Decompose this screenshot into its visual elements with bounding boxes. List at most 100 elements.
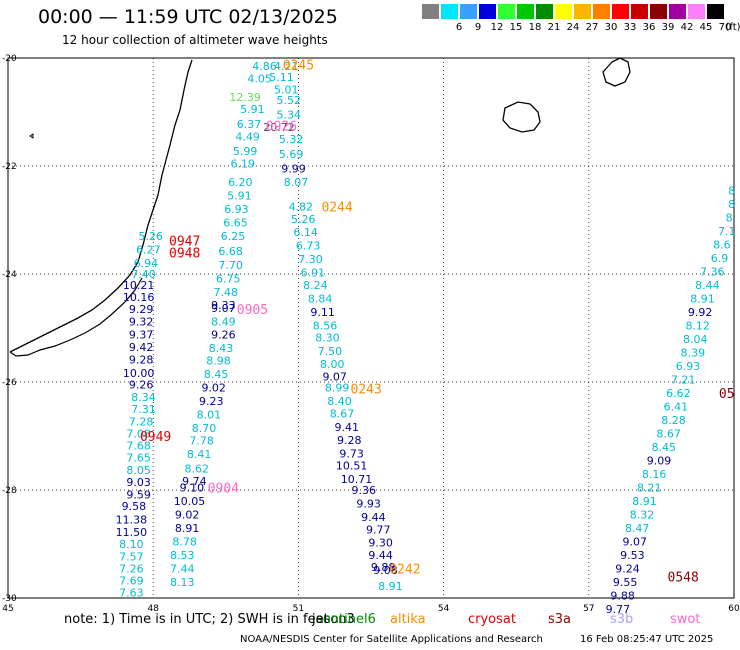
wave-height-value: 8.67 bbox=[330, 407, 355, 420]
color-scale-label: 24 bbox=[566, 22, 580, 33]
wave-height-value: 7.44 bbox=[170, 562, 195, 575]
wave-height-value: 9.24 bbox=[615, 562, 640, 575]
wave-height-value: 8.30 bbox=[315, 332, 340, 345]
wave-height-value: 9.28 bbox=[337, 434, 362, 447]
wave-height-value: 5.52 bbox=[276, 94, 301, 107]
satellite-label: swot bbox=[670, 612, 701, 627]
wave-height-value: 8.32 bbox=[630, 508, 655, 521]
color-scale-label: 6 bbox=[455, 22, 463, 33]
wave-height-value: 6.93 bbox=[224, 203, 249, 216]
wave-height-value: 8.45 bbox=[204, 368, 229, 381]
axis-labels: 45 48 51 54 57 60 -20 -22 -24 -26 -28 -30 bbox=[2, 54, 740, 614]
wave-height-value: 8.24 bbox=[303, 279, 328, 292]
wave-height-value: 6.9 bbox=[711, 252, 729, 265]
madagascar-coast bbox=[9, 59, 193, 353]
map-grid bbox=[7, 57, 735, 599]
wave-height-value: 6.62 bbox=[666, 387, 691, 400]
lon-tick-label: 48 bbox=[147, 604, 159, 614]
wave-height-value: 7.21 bbox=[671, 373, 696, 386]
wave-height-value: 20.72 bbox=[263, 121, 295, 134]
wave-height-value: 10.21 bbox=[123, 279, 155, 292]
madagascar-tip bbox=[9, 277, 143, 357]
wave-height-value: 9.28 bbox=[129, 353, 154, 366]
lat-tick-label: -22 bbox=[2, 162, 17, 172]
wave-height-value: 9.37 bbox=[129, 328, 154, 341]
wave-height-value: 6.73 bbox=[296, 239, 321, 252]
wave-height-value: 8.01 bbox=[197, 408, 222, 421]
wave-height-value: 8.56 bbox=[313, 319, 338, 332]
color-swatch bbox=[631, 4, 648, 19]
wave-height-value: 9.23 bbox=[199, 395, 224, 408]
wave-height-value: 5.26 bbox=[291, 213, 316, 226]
wave-height-value: 9.26 bbox=[211, 328, 236, 341]
wave-height-value: 7.28 bbox=[129, 415, 154, 428]
color-scale-label: 39 bbox=[661, 22, 675, 33]
land-outlines bbox=[9, 57, 631, 357]
pass-time-label: 05 bbox=[719, 387, 735, 402]
map-subtitle: 12 hour collection of altimeter wave hei… bbox=[62, 33, 328, 47]
wave-height-value: 9.03 bbox=[126, 476, 151, 489]
small-islet bbox=[29, 133, 34, 139]
wave-height-value: 9.10 bbox=[180, 481, 205, 494]
wave-height-value: 5.91 bbox=[240, 103, 265, 116]
wave-height-value: 8 bbox=[728, 198, 735, 211]
wave-height-value: 9.07 bbox=[623, 535, 648, 548]
wave-height-value: 9.08 bbox=[373, 564, 398, 577]
wave-height-value: 8.6 bbox=[713, 238, 731, 251]
wave-height-value: 9.74 bbox=[182, 475, 207, 488]
color-scale-label: 33 bbox=[623, 22, 637, 33]
wave-height-value: 9.09 bbox=[647, 454, 672, 467]
wave-height-value: 8.91 bbox=[378, 580, 403, 593]
wave-height-value: 11.38 bbox=[116, 514, 148, 527]
pass-time-label: 0245 bbox=[283, 58, 314, 73]
color-scale-label: 18 bbox=[528, 22, 542, 33]
pass-time-label: 0244 bbox=[321, 201, 352, 216]
wave-height-value: 9.36 bbox=[351, 484, 376, 497]
wave-height-value: 5.01 bbox=[274, 83, 299, 96]
color-swatch bbox=[460, 4, 477, 19]
wave-height-value: 5.34 bbox=[276, 109, 301, 122]
wave-height-value: 7.50 bbox=[318, 345, 343, 358]
wave-height-value: 9.32 bbox=[129, 316, 154, 329]
lat-tick-label: -20 bbox=[2, 54, 17, 64]
wave-height-value: 8.40 bbox=[327, 395, 352, 408]
color-scale-legend: 6 9 12 15 18 21 24 27 30 33 36 39 42 45 70 (ft) bbox=[422, 4, 740, 38]
color-scale-label: 45 bbox=[699, 22, 713, 33]
wave-height-value: 8.07 bbox=[284, 176, 309, 189]
wave-height-value: 7.70 bbox=[218, 259, 243, 272]
wave-height-value: 8.78 bbox=[172, 535, 197, 548]
wave-height-value: 9.77 bbox=[606, 603, 631, 616]
color-swatch bbox=[498, 4, 515, 19]
wave-height-value: 9.30 bbox=[368, 536, 393, 549]
color-scale-label: 15 bbox=[509, 22, 523, 33]
pass-time-label: 0242 bbox=[389, 562, 420, 577]
wave-height-value: 8.44 bbox=[695, 279, 720, 292]
wave-height-value: 8.91 bbox=[690, 292, 715, 305]
wave-height-value: 8.91 bbox=[175, 522, 200, 535]
color-swatch bbox=[650, 4, 667, 19]
wave-height-value: 9.92 bbox=[688, 306, 713, 319]
wave-height-value: 6.25 bbox=[221, 230, 246, 243]
wave-height-value: 7.30 bbox=[298, 253, 323, 266]
wave-height-value: 7.65 bbox=[126, 452, 151, 465]
wave-height-value: 6.65 bbox=[223, 217, 248, 230]
satellite-label: jason3 bbox=[312, 612, 355, 627]
wave-height-value: 9.41 bbox=[335, 421, 360, 434]
wave-height-value: 9.59 bbox=[126, 488, 151, 501]
wave-height-value: 8.98 bbox=[206, 354, 231, 367]
footer-note: note: 1) Time is in UTC; 2) SWH is in fe… bbox=[64, 612, 329, 627]
satellite-label: cryosat bbox=[468, 612, 516, 627]
pass-time-label: 0949 bbox=[140, 430, 171, 445]
wave-height-value: 7.31 bbox=[131, 403, 156, 416]
wave-height-value: 4.05 bbox=[247, 73, 272, 86]
color-swatch bbox=[688, 4, 705, 19]
color-swatch bbox=[612, 4, 629, 19]
wave-height-value: 8.12 bbox=[685, 319, 710, 332]
wave-height-value: 9.73 bbox=[339, 447, 364, 460]
lon-tick-label: 57 bbox=[583, 604, 594, 614]
wave-height-value: 9.93 bbox=[356, 498, 381, 511]
color-swatch bbox=[441, 4, 458, 19]
wave-height-value: 6.75 bbox=[216, 272, 241, 285]
wave-height-value: 8.05 bbox=[126, 464, 151, 477]
